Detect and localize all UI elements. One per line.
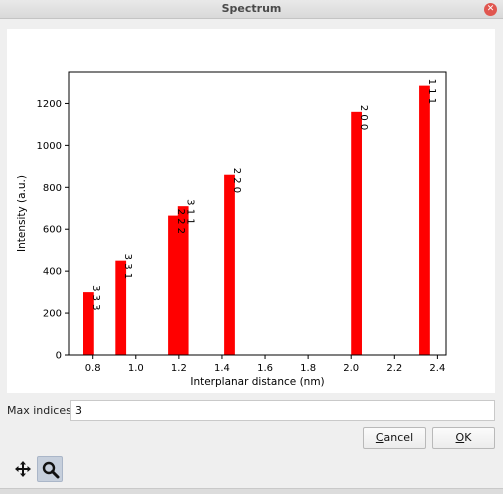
x-tick-label: 1.8 xyxy=(300,363,316,374)
x-tick-label: 2.0 xyxy=(343,363,359,374)
y-tick-label: 800 xyxy=(43,183,62,194)
bar-label: 2 2 0 xyxy=(231,168,242,193)
x-tick-label: 0.8 xyxy=(85,363,101,374)
chart-bar xyxy=(419,85,430,356)
close-icon[interactable]: ✕ xyxy=(484,3,497,16)
y-tick-label: 600 xyxy=(43,225,62,236)
window-titlebar: Spectrum ✕ xyxy=(0,0,503,19)
spectrum-chart: 0.8 1.0 1.2 1.4 1.6 1.8 2.0 2.2 2.4 0 200 400 600 800… xyxy=(16,71,447,388)
chart-bar xyxy=(351,111,362,356)
y-tick-label: 1200 xyxy=(37,99,62,110)
bar-label: 3 1 1 xyxy=(185,199,196,224)
x-axis-label: Interplanar distance (nm) xyxy=(190,376,324,388)
bar-label: 3 3 1 xyxy=(122,254,133,279)
chart-bar xyxy=(177,206,189,355)
x-tick-label: 1.4 xyxy=(214,363,230,374)
max-indices-label: Max indices xyxy=(7,404,72,417)
chart-area: 0.8 1.0 1.2 1.4 1.6 1.8 2.0 2.2 2.4 0 200 400 600 800… xyxy=(7,29,495,393)
y-tick-label: 400 xyxy=(43,267,62,278)
y-tick-label: 1000 xyxy=(37,141,62,152)
bar-label: 3 3 3 xyxy=(90,285,101,310)
y-tick-label: 200 xyxy=(43,309,62,320)
x-tick-label: 2.2 xyxy=(386,363,402,374)
x-tick-label: 2.4 xyxy=(429,363,445,374)
cancel-button[interactable]: Cancel Cancel xyxy=(363,427,426,449)
zoom-magnifier-icon xyxy=(42,461,60,479)
chart-bar xyxy=(224,174,235,355)
max-indices-input[interactable] xyxy=(70,400,495,421)
x-tick-label: 1.2 xyxy=(171,363,187,374)
bar-label: 1 1 1 xyxy=(426,79,437,104)
zoom-button[interactable] xyxy=(37,456,63,482)
max-indices-row: Max indices xyxy=(0,400,503,422)
cancel-label-rest: ancel xyxy=(383,431,414,444)
cancel-mnemonic: C xyxy=(375,431,384,444)
x-tick-label: 1.0 xyxy=(128,363,144,374)
plot-frame xyxy=(68,71,447,356)
pan-button[interactable] xyxy=(10,456,36,482)
bar-label: 2 0 0 xyxy=(358,105,369,130)
y-tick-label: 0 xyxy=(56,351,62,362)
chart-bar xyxy=(168,215,179,355)
bar-label: 2 2 2 xyxy=(175,209,186,234)
chart-bar xyxy=(83,292,94,355)
y-axis-label: Intensity (a.u.) xyxy=(16,175,28,252)
ok-button[interactable]: OK OK xyxy=(432,427,495,449)
ok-mnemonic: O xyxy=(455,431,465,444)
pan-arrows-icon xyxy=(15,461,31,477)
window-title: Spectrum xyxy=(221,2,282,15)
chart-bar xyxy=(115,260,127,355)
ok-label-rest: K xyxy=(464,431,472,444)
x-tick-label: 1.6 xyxy=(257,363,273,374)
status-strip xyxy=(0,488,503,494)
